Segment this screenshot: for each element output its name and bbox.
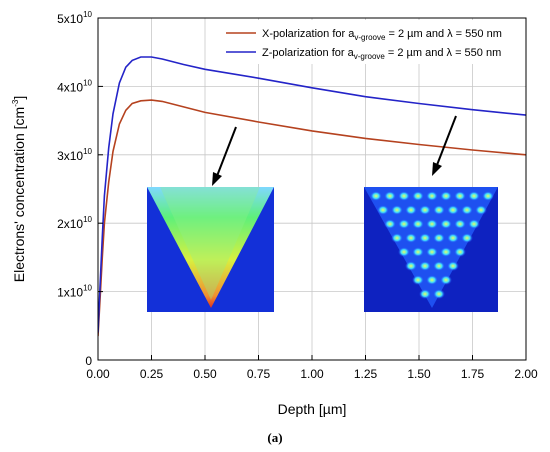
- x-tick-label: 1.50: [407, 367, 431, 381]
- field-lobe: [440, 191, 452, 201]
- field-lobe: [475, 205, 487, 215]
- field-lobe: [433, 205, 445, 215]
- y-tick-label: 5x1010: [57, 10, 92, 26]
- field-lobe: [405, 205, 417, 215]
- x-axis-label: Depth [µm]: [278, 401, 347, 417]
- x-tick-label: 1.00: [300, 367, 324, 381]
- y-axis-ticks: 0 1x1010 2x1010 3x1010 4x1010 5x1010: [57, 10, 103, 368]
- figure-caption: (a): [267, 430, 282, 445]
- field-lobe: [419, 205, 431, 215]
- field-lobe: [461, 205, 473, 215]
- y-tick-label: 3x1010: [57, 147, 92, 163]
- field-lobe: [391, 205, 403, 215]
- x-tick-label: 0.50: [193, 367, 217, 381]
- field-lobe: [391, 233, 403, 243]
- legend-label-x: X-polarization for av-groove = 2 µm and …: [262, 28, 502, 42]
- y-tick-label: 1x1010: [57, 284, 92, 300]
- field-lobe: [447, 261, 459, 271]
- field-lobe: [398, 191, 410, 201]
- x-tick-label: 0.00: [86, 367, 110, 381]
- field-lobe: [426, 247, 438, 257]
- x-tick-label: 1.25: [354, 367, 378, 381]
- field-lobe: [405, 233, 417, 243]
- field-lobe: [426, 219, 438, 229]
- field-lobe: [454, 247, 466, 257]
- field-lobe: [377, 205, 389, 215]
- y-tick-label: 2x1010: [57, 215, 92, 231]
- field-lobe: [440, 219, 452, 229]
- field-lobe: [370, 191, 382, 201]
- field-lobe: [447, 205, 459, 215]
- field-lobe: [461, 233, 473, 243]
- field-lobe: [412, 219, 424, 229]
- legend: X-polarization for av-groove = 2 µm and …: [220, 20, 524, 64]
- field-lobe: [440, 247, 452, 257]
- x-tick-label: 0.25: [140, 367, 164, 381]
- field-lobe: [384, 219, 396, 229]
- y-axis-label: Electrons' concentration [cm-3]: [11, 96, 27, 282]
- inset-x-polarization-field-map: [147, 187, 274, 312]
- field-lobe: [398, 219, 410, 229]
- field-lobe: [419, 289, 431, 299]
- field-lobe: [419, 233, 431, 243]
- field-lobe: [412, 191, 424, 201]
- field-lobe: [454, 219, 466, 229]
- field-lobe: [412, 247, 424, 257]
- field-lobe: [419, 261, 431, 271]
- field-lobe: [433, 233, 445, 243]
- inset-z-polarization-field-map: [364, 187, 498, 312]
- legend-label-z: Z-polarization for av-groove = 2 µm and …: [262, 47, 501, 61]
- series-line-1: [98, 56, 526, 333]
- curves: [98, 56, 526, 337]
- field-lobe: [426, 191, 438, 201]
- field-lobe: [426, 275, 438, 285]
- field-lobe: [447, 233, 459, 243]
- x-tick-label: 0.75: [247, 367, 271, 381]
- x-tick-label: 2.00: [514, 367, 538, 381]
- series-line-0: [98, 99, 526, 337]
- y-tick-label: 4x1010: [57, 78, 92, 94]
- arrow-to-z-inset: [432, 115, 457, 176]
- field-lobe: [433, 261, 445, 271]
- field-lobe: [482, 191, 494, 201]
- field-lobe: [398, 247, 410, 257]
- y-tick-label: 0: [85, 354, 92, 368]
- x-tick-label: 1.75: [461, 367, 485, 381]
- field-lobe: [384, 191, 396, 201]
- field-lobe: [468, 219, 480, 229]
- arrow-to-x-inset: [212, 126, 237, 186]
- field-lobe: [454, 191, 466, 201]
- field-lobe: [405, 261, 417, 271]
- field-lobe: [412, 275, 424, 285]
- field-lobe: [468, 191, 480, 201]
- field-lobe: [440, 275, 452, 285]
- x-axis-ticks: 0.00 0.25 0.50 0.75 1.00 1.25 1.50 1.75 2.00: [86, 355, 538, 381]
- field-lobe: [433, 289, 445, 299]
